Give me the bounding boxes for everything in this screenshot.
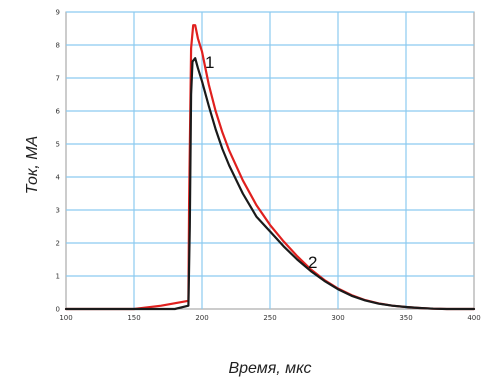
y-tick-label: 5 <box>56 141 60 149</box>
y-tick-label: 8 <box>56 42 60 50</box>
x-tick-label: 150 <box>127 314 140 322</box>
y-tick-label: 3 <box>56 207 60 215</box>
y-tick-label: 7 <box>56 75 60 83</box>
y-tick-label: 6 <box>56 108 61 116</box>
curve-label-2: 2 <box>308 253 317 272</box>
grid <box>66 11 474 309</box>
x-tick-label: 250 <box>263 314 276 322</box>
x-tick-label: 400 <box>467 314 480 322</box>
y-tick-label: 4 <box>56 174 61 182</box>
y-tick-label: 2 <box>56 240 60 248</box>
y-axis-title: Ток, МА <box>24 136 41 195</box>
x-tick-label: 100 <box>59 314 72 322</box>
curve-label-1: 1 <box>205 53 214 72</box>
y-tick-label: 9 <box>56 9 60 17</box>
x-tick-label: 300 <box>331 314 344 322</box>
series-line-2 <box>64 57 476 311</box>
y-tick-label: 0 <box>56 306 60 314</box>
x-axis-title: Время, мкс <box>228 360 311 377</box>
tick-labels: 0 1 2 3 4 5 6 7 8 9 100 150 200 250 300 350 400 <box>56 9 481 323</box>
x-tick-label: 200 <box>195 314 208 322</box>
x-tick-label: 350 <box>399 314 412 322</box>
y-tick-label: 1 <box>56 273 60 281</box>
series-lines <box>64 24 476 311</box>
